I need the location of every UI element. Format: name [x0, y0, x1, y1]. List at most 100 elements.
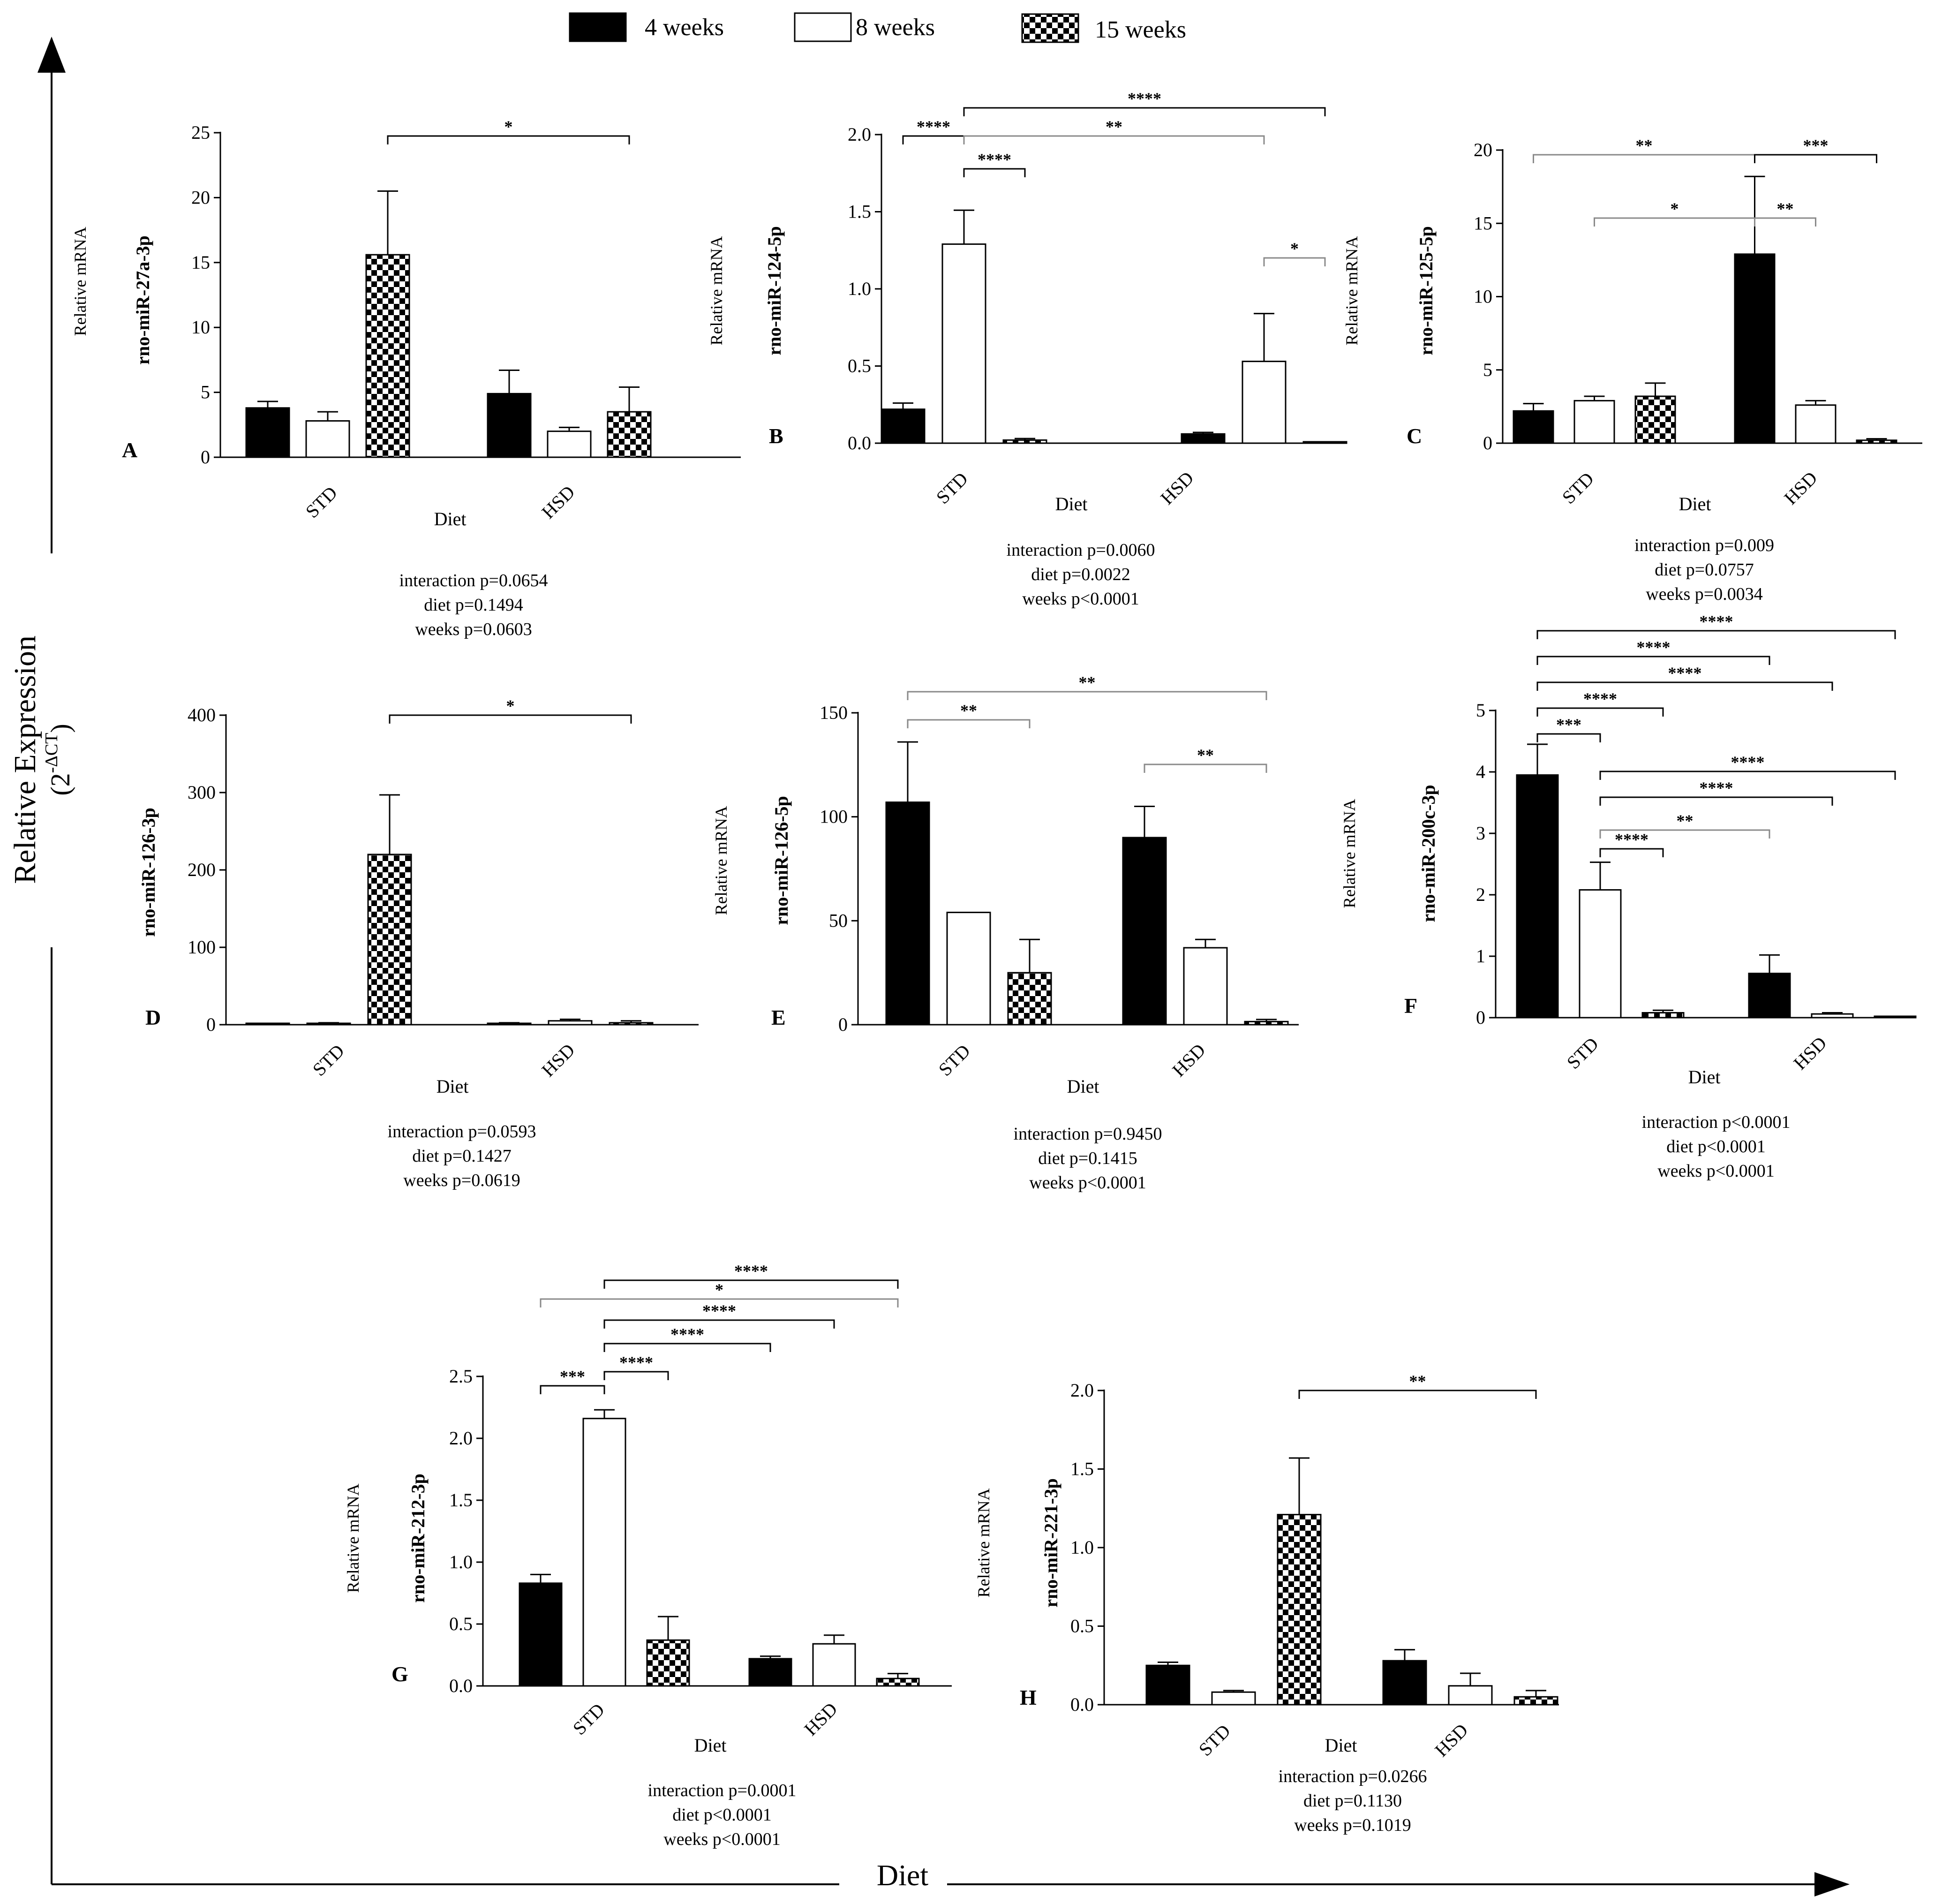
y-tick-label: 1.5 — [848, 201, 871, 222]
bar-hsd-8-weeks — [1795, 404, 1837, 444]
significance-label: *** — [560, 1367, 585, 1386]
y-tick-label: 150 — [820, 702, 848, 723]
x-arrow-head — [1814, 1872, 1850, 1896]
chart-panel-b: 0.0 0.5 1.0 1.5 2.0 STD HSD Diet Relative mRNA rn… — [707, 89, 1347, 609]
category-label-std: STD — [1563, 1033, 1603, 1073]
significance-label: **** — [1700, 612, 1733, 631]
significance-label: * — [504, 117, 513, 136]
x-axis-label: Diet — [1688, 1066, 1721, 1088]
legend-label-8-weeks: 8 weeks — [856, 14, 935, 41]
bar-std-4-weeks — [885, 801, 930, 1026]
bar-hsd-8-weeks — [548, 1020, 593, 1026]
y-axis-sub-label: Relative mRNA — [974, 1488, 993, 1598]
significance-bracket — [1754, 217, 1816, 227]
category-label-hsd: HSD — [1780, 467, 1821, 508]
bar-hsd-15-weeks — [1856, 439, 1897, 444]
stats-line: weeks p=0.0034 — [1646, 584, 1762, 604]
legend-swatch-4-weeks — [569, 12, 627, 42]
significance-label: * — [1671, 199, 1679, 218]
significance-label: *** — [1803, 136, 1829, 155]
stats-line: interaction p=0.9450 — [1014, 1124, 1162, 1144]
bar-std-8-weeks — [946, 912, 991, 1026]
bar-hsd-8-weeks — [547, 431, 592, 458]
significance-bracket — [540, 1298, 899, 1307]
panel-letter: H — [1020, 1685, 1037, 1709]
y-axis-gene-label: rno-miR-125-5p — [1415, 226, 1437, 355]
significance-label: ** — [1777, 199, 1794, 218]
panel-letter: F — [1404, 994, 1417, 1018]
category-label-std: STD — [1558, 468, 1598, 508]
category-label-hsd: HSD — [1430, 1719, 1472, 1760]
significance-bracket — [1263, 257, 1326, 266]
stats-line: weeks p<0.0001 — [1022, 589, 1139, 609]
x-axis-label: Diet — [1325, 1735, 1357, 1756]
y-tick-label: 20 — [1474, 139, 1492, 160]
bar-std-8-weeks — [1573, 400, 1615, 444]
significance-label: ** — [1079, 673, 1096, 692]
bar-hsd-15-weeks — [607, 411, 652, 458]
x-axis-label: Diet — [694, 1735, 727, 1756]
category-label-hsd: HSD — [1156, 467, 1197, 508]
y-axis-gene-label: rno-miR-27a-3p — [132, 235, 153, 365]
bar-hsd-4-weeks — [487, 393, 532, 458]
stats-line: diet p=0.1415 — [1038, 1148, 1137, 1168]
significance-bracket — [1536, 733, 1601, 742]
y-tick-label: 25 — [191, 122, 210, 143]
bar-std-4-weeks — [519, 1582, 563, 1687]
bar-hsd-8-weeks — [1448, 1685, 1493, 1706]
stats-line: weeks p=0.0619 — [403, 1171, 520, 1190]
stats-line: weeks p<0.0001 — [1029, 1173, 1146, 1193]
chart-panel-g: 0.0 0.5 1.0 1.5 2.0 2.5 STD HSD Diet Relative mRN… — [344, 1262, 952, 1849]
significance-label: ** — [1197, 746, 1214, 764]
significance-bracket — [963, 107, 1326, 116]
y-axis-gene-label: rno-miR-212-3p — [407, 1473, 429, 1603]
significance-bracket — [603, 1371, 669, 1380]
y-tick-label: 3 — [1476, 823, 1485, 844]
significance-bracket — [907, 691, 1267, 700]
stats-line: weeks p<0.0001 — [663, 1829, 780, 1849]
significance-label: ** — [1677, 811, 1694, 830]
bar-std-15-weeks — [1277, 1514, 1322, 1706]
bar-std-15-weeks — [646, 1639, 690, 1687]
stats-line: weeks p=0.0603 — [415, 620, 532, 639]
y-axis-sub-label: Relative mRNA — [344, 1484, 362, 1593]
bar-hsd-15-weeks — [1513, 1696, 1558, 1706]
category-label-std: STD — [932, 468, 972, 508]
y-tick-label: 1 — [1476, 945, 1485, 967]
stats-line: interaction p=0.0266 — [1279, 1767, 1427, 1786]
y-tick-label: 100 — [188, 937, 216, 958]
x-axis-label: Diet — [1055, 493, 1088, 514]
significance-label: * — [1290, 239, 1299, 258]
significance-bracket — [1754, 154, 1877, 163]
x-axis-label: Diet — [1679, 493, 1711, 514]
stats-line: diet p=0.1130 — [1303, 1791, 1402, 1811]
legend-label-4-weeks: 4 weeks — [645, 14, 724, 41]
bar-std-8-weeks — [582, 1418, 626, 1687]
legend-label-15-weeks: 15 weeks — [1095, 16, 1186, 43]
bar-hsd-4-weeks — [1748, 973, 1791, 1019]
stats-line: interaction p=0.0001 — [648, 1781, 797, 1800]
panel-letter: G — [391, 1662, 408, 1686]
y-tick-label: 15 — [1474, 212, 1492, 234]
category-label-hsd: HSD — [537, 1039, 579, 1080]
y-tick-label: 5 — [1476, 700, 1485, 721]
y-tick-label: 0.5 — [1070, 1616, 1094, 1637]
category-label-std: STD — [1195, 1720, 1234, 1760]
y-axis-gene-label: rno-miR-126-5p — [771, 796, 792, 925]
y-tick-label: 0.0 — [848, 432, 871, 453]
bar-hsd-15-weeks — [609, 1022, 654, 1026]
stats-line: diet p<0.0001 — [672, 1805, 771, 1825]
bar-std-15-weeks — [1641, 1012, 1685, 1019]
panel-letter: E — [771, 1005, 786, 1029]
stats-line: diet p=0.1494 — [424, 595, 523, 615]
y-tick-label: 50 — [829, 910, 848, 931]
significance-bracket — [1144, 763, 1267, 773]
bar-std-8-weeks — [941, 243, 986, 444]
significance-bracket — [963, 168, 1026, 177]
global-axes: Relative Expression (2-ΔCT) Diet — [8, 37, 1850, 1896]
bar-hsd-8-weeks — [812, 1643, 856, 1687]
significance-bracket — [1298, 1390, 1537, 1399]
stats-line: interaction p=0.0654 — [399, 571, 548, 590]
